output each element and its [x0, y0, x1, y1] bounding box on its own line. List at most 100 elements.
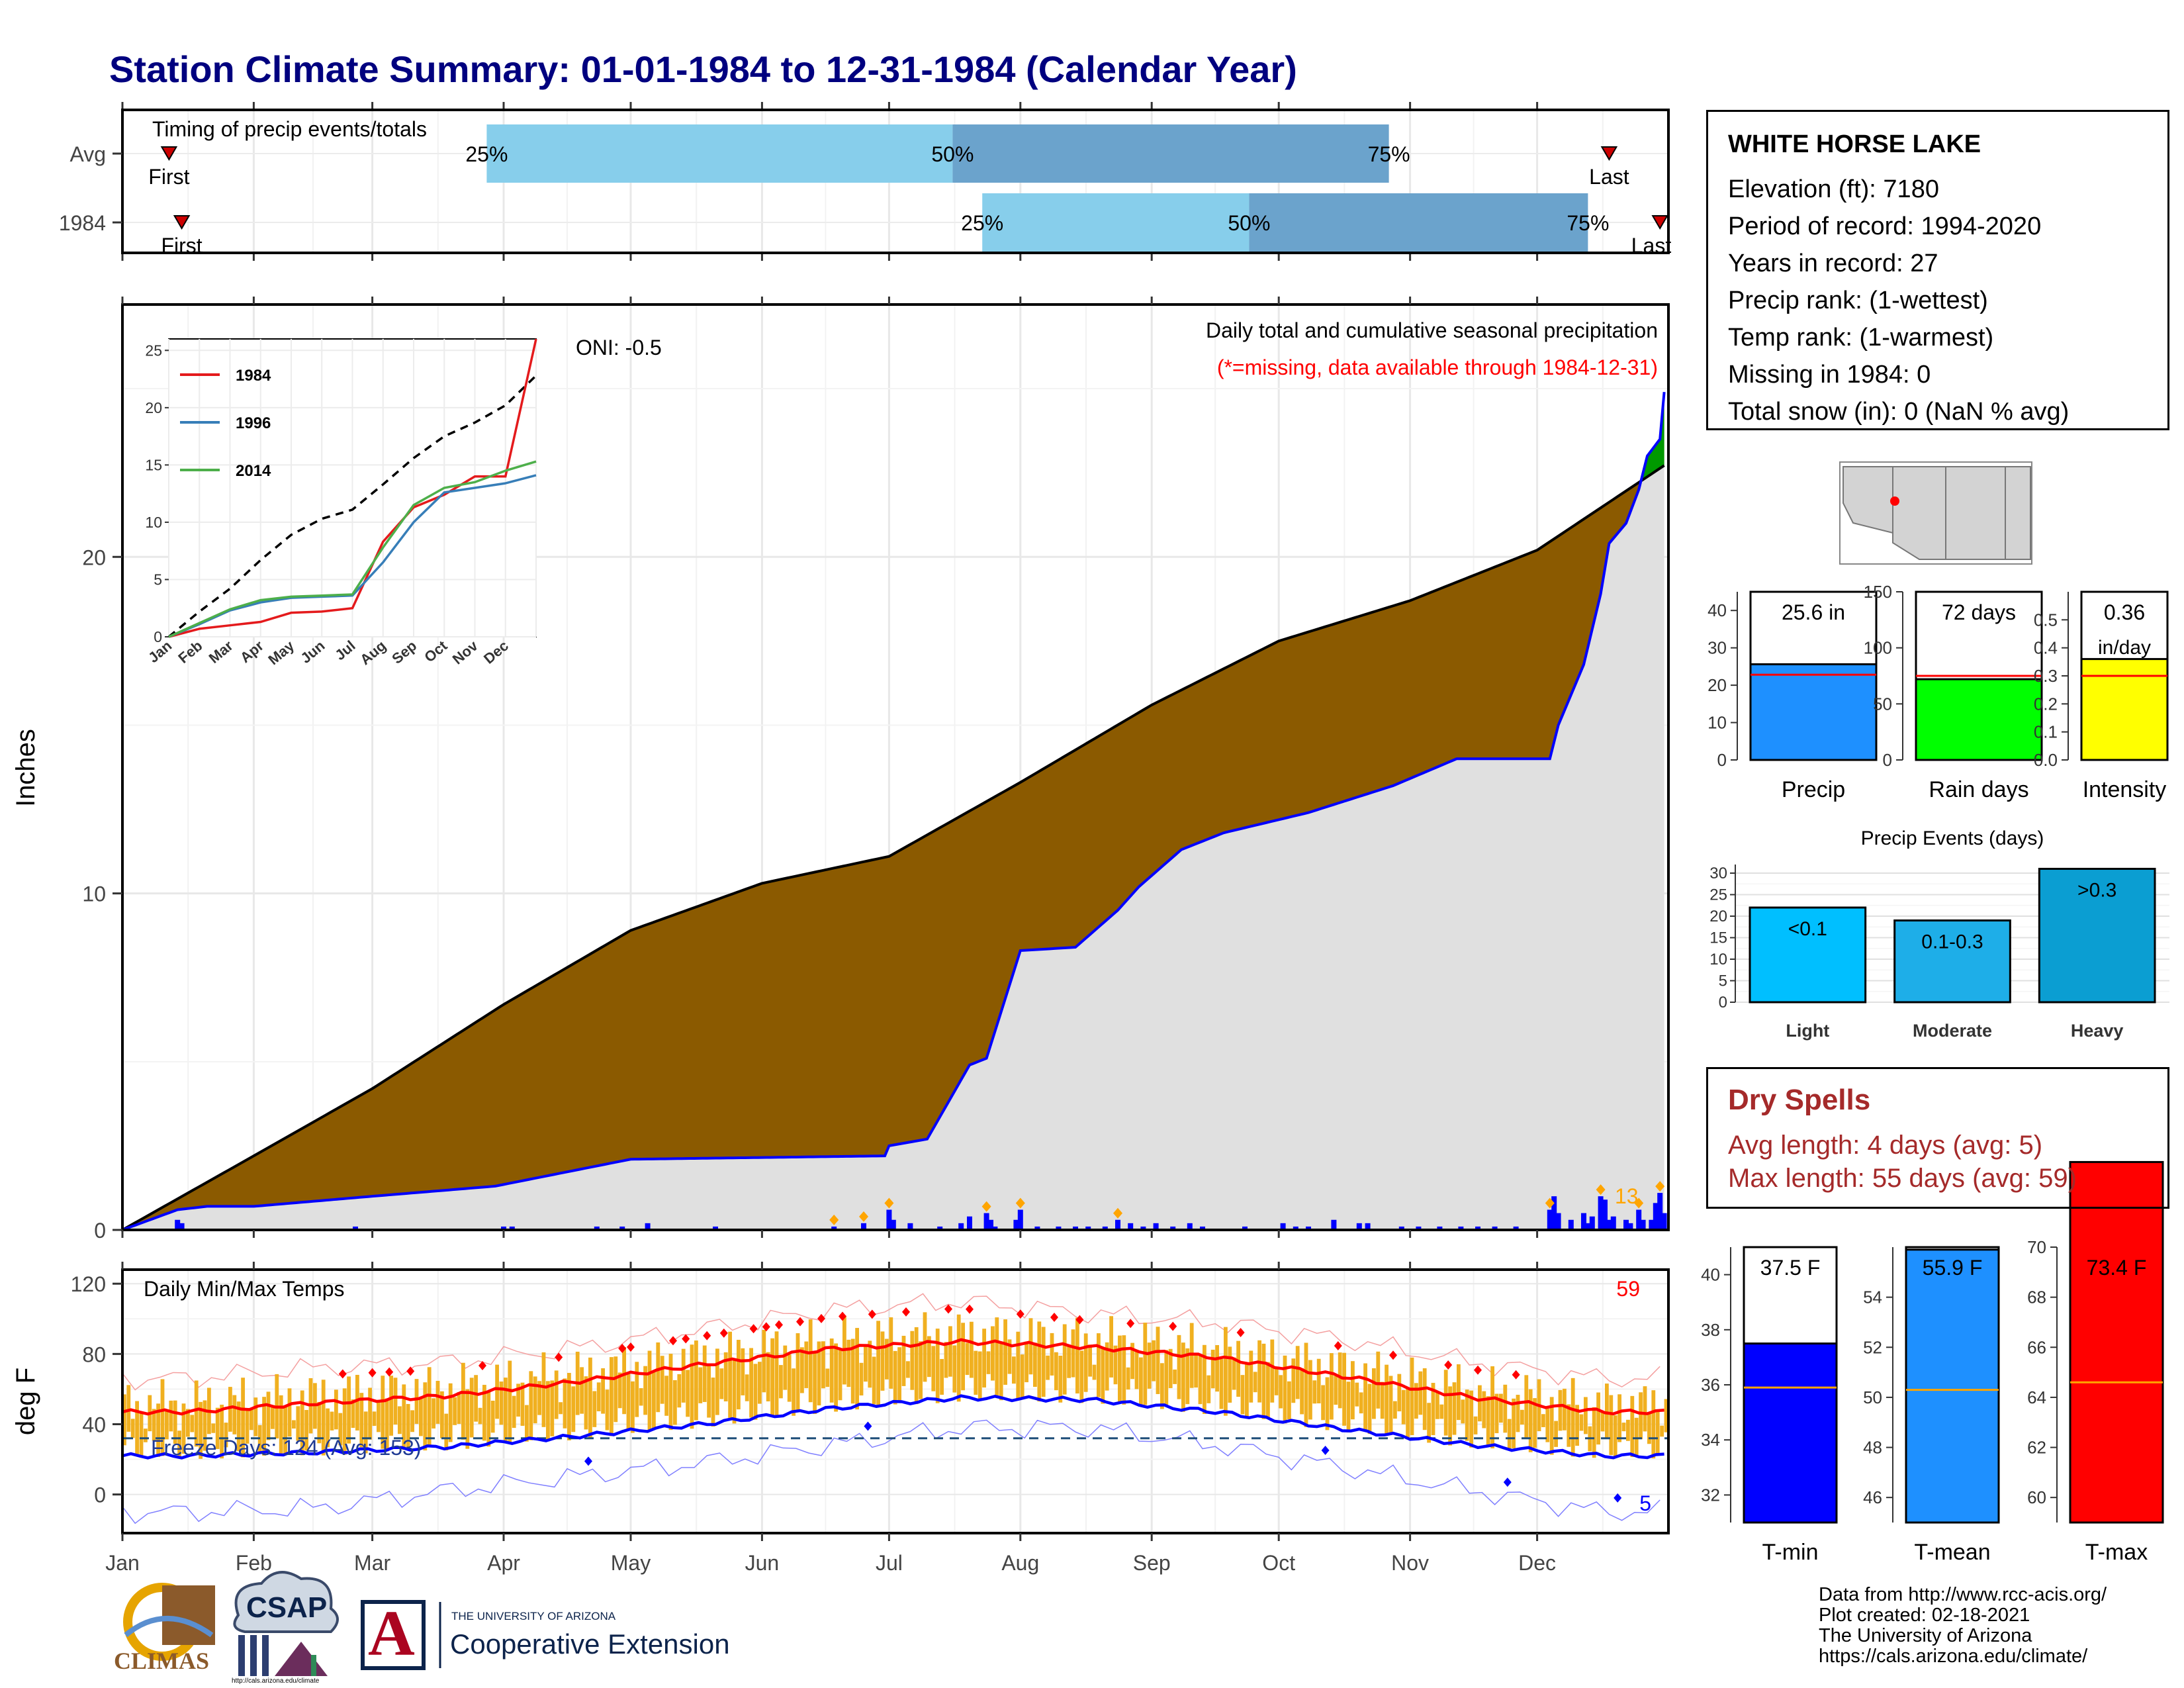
first-label: First — [148, 165, 189, 189]
daily-temp-bar — [1079, 1350, 1084, 1403]
mini-value-bar — [2080, 658, 2169, 761]
daily-precip-bar — [1589, 1216, 1595, 1230]
daily-temp-bar — [423, 1382, 428, 1451]
daily-temp-bar — [660, 1356, 664, 1404]
mini-y-tick-label: 68 — [2027, 1288, 2046, 1307]
daily-temp-bar — [944, 1342, 948, 1378]
daily-temp-bar — [737, 1340, 741, 1410]
daily-temp-bar — [1316, 1358, 1321, 1403]
daily-temp-bar — [181, 1403, 186, 1454]
daily-temp-bar — [1376, 1351, 1381, 1409]
daily-precip-bar — [1356, 1223, 1362, 1230]
daily-temp-bar — [808, 1319, 813, 1403]
record-high-marker — [1474, 1365, 1482, 1375]
daily-temp-bar — [1351, 1361, 1355, 1420]
daily-temp-bar — [829, 1338, 834, 1403]
mini-y-tick-label: 36 — [1701, 1375, 1720, 1395]
daily-temp-bar — [749, 1348, 753, 1418]
daily-precip-bar — [179, 1223, 185, 1230]
daily-temp-bar — [1236, 1340, 1240, 1397]
ua-letter: A — [368, 1598, 415, 1669]
dry-spells-box: Dry Spells Avg length: 4 days (avg: 5) M… — [1706, 1067, 2169, 1209]
daily-temp-bar — [1130, 1342, 1134, 1380]
events-bar-label: >0.3 — [2077, 880, 2116, 902]
mini-y-tick-label: 20 — [1707, 675, 1727, 695]
daily-temp-bar — [330, 1411, 334, 1430]
daily-temp-bar — [419, 1398, 423, 1436]
record-high-marker — [839, 1311, 846, 1321]
daily-temp-bar — [1414, 1383, 1418, 1419]
daily-temp-bar — [686, 1370, 690, 1417]
daily-temp-bar — [1257, 1340, 1261, 1403]
daily-temp-bar — [1185, 1348, 1190, 1405]
daily-temp-bar — [1046, 1355, 1050, 1380]
dry-spells-avg: Avg length: 4 days (avg: 5) — [1728, 1131, 2043, 1160]
daily-temp-bar — [1020, 1354, 1024, 1399]
mini-y-tick-label: 46 — [1863, 1487, 1882, 1507]
daily-temp-bar — [304, 1410, 308, 1451]
daily-temp-bar — [596, 1382, 601, 1411]
mini-chart-intensity: 0.0 0.1 0.2 0.3 0.4 0.5 0.36 in/day Intensity — [2034, 590, 2169, 802]
daily-temp-bar — [490, 1400, 495, 1433]
daily-temp-bar — [914, 1327, 919, 1405]
mini-y-tick-label: 32 — [1701, 1485, 1720, 1505]
daily-temp-bar — [215, 1407, 220, 1449]
daily-precip-bar — [1140, 1226, 1146, 1230]
final-label: 13 — [1615, 1184, 1639, 1208]
station-info-box: WHITE HORSE LAKE Elevation (ft): 7180 Pe… — [1706, 110, 2169, 430]
daily-temp-bar — [656, 1342, 660, 1413]
first-marker — [160, 146, 178, 161]
daily-temp-bar — [1388, 1376, 1393, 1435]
mini-value-label: 37.5 F — [1760, 1256, 1821, 1280]
daily-temp-bar — [1067, 1344, 1071, 1378]
month-tick-label: Sep — [1133, 1551, 1171, 1575]
daily-precip-bar — [1331, 1219, 1337, 1230]
daily-temp-bar — [986, 1351, 991, 1374]
daily-temp-bar — [864, 1344, 868, 1382]
daily-temp-bar — [203, 1400, 207, 1451]
daily-temp-bar — [1291, 1358, 1296, 1403]
daily-temp-bar — [792, 1368, 796, 1416]
daily-precip-bar — [1293, 1226, 1298, 1230]
ua-university-text: THE UNIVERSITY OF ARIZONA — [451, 1610, 616, 1622]
daily-temp-bar — [711, 1378, 715, 1427]
daily-temp-bar — [406, 1403, 410, 1449]
record-high-marker — [406, 1366, 415, 1376]
events-y-tick-label: 30 — [1709, 865, 1727, 882]
record-high-marker — [1389, 1350, 1397, 1360]
daily-temp-bar — [952, 1345, 957, 1393]
events-bar-label: <0.1 — [1788, 918, 1827, 940]
record-low-marker — [864, 1421, 872, 1431]
record-high-marker — [775, 1320, 783, 1330]
footer-data-source: Data from http://www.rcc-acis.org/ — [1819, 1584, 2107, 1605]
daily-temp-bar — [999, 1342, 1003, 1401]
daily-temp-bar — [1660, 1425, 1664, 1437]
daily-temp-bar — [512, 1395, 516, 1429]
daily-temp-bar — [1367, 1383, 1372, 1434]
record-high-marker — [749, 1324, 758, 1334]
daily-temp-bar — [872, 1356, 876, 1405]
daily-temp-bar — [173, 1400, 177, 1444]
daily-precip-bar — [1602, 1199, 1608, 1230]
inset-legend-label: 2014 — [236, 462, 271, 480]
temp-ylabel: deg F — [11, 1368, 40, 1435]
daily-temp-bar — [1563, 1388, 1567, 1430]
daily-precip-bar — [1200, 1226, 1205, 1230]
avg-min-line — [122, 1394, 1664, 1460]
daily-temp-bar — [732, 1358, 737, 1424]
daily-temp-bar — [156, 1403, 160, 1457]
daily-precip-bar — [594, 1226, 600, 1230]
daily-temp-bar — [499, 1382, 504, 1425]
daily-temp-bar — [783, 1345, 788, 1390]
daily-temp-bar — [338, 1413, 343, 1446]
daily-temp-bar — [1083, 1333, 1088, 1392]
record-low-marker — [1321, 1445, 1330, 1455]
daily-temp-bar — [1427, 1403, 1431, 1443]
daily-temp-bar — [1596, 1392, 1600, 1445]
month-tick-label: Nov — [1391, 1551, 1429, 1575]
events-y-tick-label: 15 — [1709, 929, 1727, 947]
daily-precip-bar — [1280, 1223, 1286, 1230]
daily-temp-bar — [1168, 1348, 1173, 1388]
daily-temp-bar — [635, 1362, 639, 1417]
daily-temp-bar — [1206, 1375, 1211, 1403]
